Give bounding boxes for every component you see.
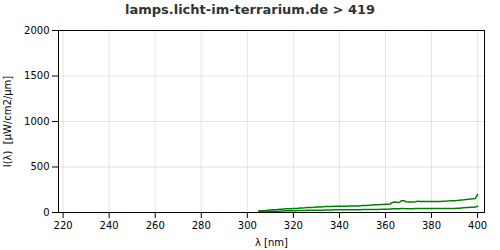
svg-text:360: 360 xyxy=(376,220,395,231)
html-text:lamps.licht-im-terrarium.de >: lamps.licht-im-terrarium.de > 419 xyxy=(125,2,375,17)
svg-text:1500: 1500 xyxy=(24,70,49,81)
svg-text:280: 280 xyxy=(192,220,211,231)
svg-text:340: 340 xyxy=(330,220,349,231)
svg-text:λ [nm]: λ [nm] xyxy=(255,237,288,248)
svg-text:500: 500 xyxy=(30,161,49,172)
svg-text:I(λ) [μW/cm2/μm]: I(λ) [μW/cm2/μm] xyxy=(2,76,13,168)
svg-text:300: 300 xyxy=(238,220,257,231)
svg-text:1000: 1000 xyxy=(24,116,49,127)
svg-text:380: 380 xyxy=(422,220,441,231)
svg-text:260: 260 xyxy=(146,220,165,231)
svg-text:400: 400 xyxy=(468,220,487,231)
svg-text:2000: 2000 xyxy=(24,25,49,36)
svg-text:320: 320 xyxy=(284,220,303,231)
svg-text:220: 220 xyxy=(54,220,73,231)
svg-text:0: 0 xyxy=(43,207,49,218)
svg-text:240: 240 xyxy=(100,220,119,231)
